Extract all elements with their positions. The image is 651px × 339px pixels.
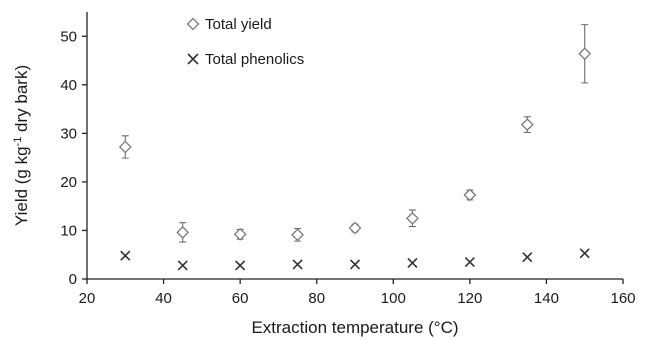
y-tick-label: 0 <box>69 271 77 288</box>
point-total-yield <box>176 225 190 239</box>
point-total-phenolics <box>579 248 590 259</box>
legend-item-total-yield: Total yield <box>186 16 272 33</box>
legend-marker-cross-icon <box>187 53 199 65</box>
point-total-yield <box>233 227 247 241</box>
legend-label-total-phenolics: Total phenolics <box>205 51 304 68</box>
x-tick-label: 60 <box>232 290 249 307</box>
x-tick-label: 160 <box>610 290 635 307</box>
data-marks <box>118 24 592 271</box>
legend-item-total-phenolics: Total phenolics <box>187 51 304 68</box>
point-total-yield <box>348 221 362 235</box>
point-total-phenolics <box>120 250 131 261</box>
point-total-phenolics <box>407 257 418 269</box>
point-total-yield <box>578 47 592 61</box>
y-tick-label: 40 <box>60 77 77 94</box>
y-tick-label: 50 <box>60 28 77 45</box>
x-tick-label: 20 <box>79 290 96 307</box>
point-total-phenolics <box>235 260 246 271</box>
x-tick-label: 40 <box>155 290 172 307</box>
y-axis-title: Yield (g kg-1 dry bark) <box>12 65 31 226</box>
x-axis-ticks: 20 40 60 80 100 120 140 160 <box>79 279 636 307</box>
legend-label-total-yield: Total yield <box>205 16 272 33</box>
point-total-phenolics <box>292 259 303 270</box>
x-tick-label: 80 <box>308 290 325 307</box>
y-axis-title-superscript: -1 <box>12 137 24 147</box>
x-tick-label: 140 <box>534 290 559 307</box>
x-tick-label: 120 <box>457 290 482 307</box>
point-total-yield <box>118 140 132 154</box>
point-total-yield <box>463 188 477 202</box>
y-tick-label: 20 <box>60 174 77 191</box>
point-total-phenolics <box>349 259 361 270</box>
y-tick-label: 10 <box>60 222 77 239</box>
point-total-phenolics <box>464 256 475 268</box>
y-axis-title-main: Yield (g kg <box>12 146 31 226</box>
point-total-yield <box>520 118 534 132</box>
point-total-phenolics <box>522 252 533 263</box>
x-tick-label: 100 <box>381 290 406 307</box>
point-total-yield <box>406 211 419 225</box>
y-axis-title-tail: dry bark) <box>12 65 31 137</box>
y-axis-ticks: 0 10 20 30 40 50 <box>60 28 87 288</box>
point-total-yield <box>291 228 304 242</box>
legend-marker-diamond-icon <box>186 17 200 31</box>
point-total-phenolics <box>177 260 188 271</box>
legend: Total yield Total phenolics <box>186 16 304 68</box>
y-tick-label: 30 <box>60 125 77 142</box>
x-axis-title: Extraction temperature (°C) <box>251 318 458 337</box>
